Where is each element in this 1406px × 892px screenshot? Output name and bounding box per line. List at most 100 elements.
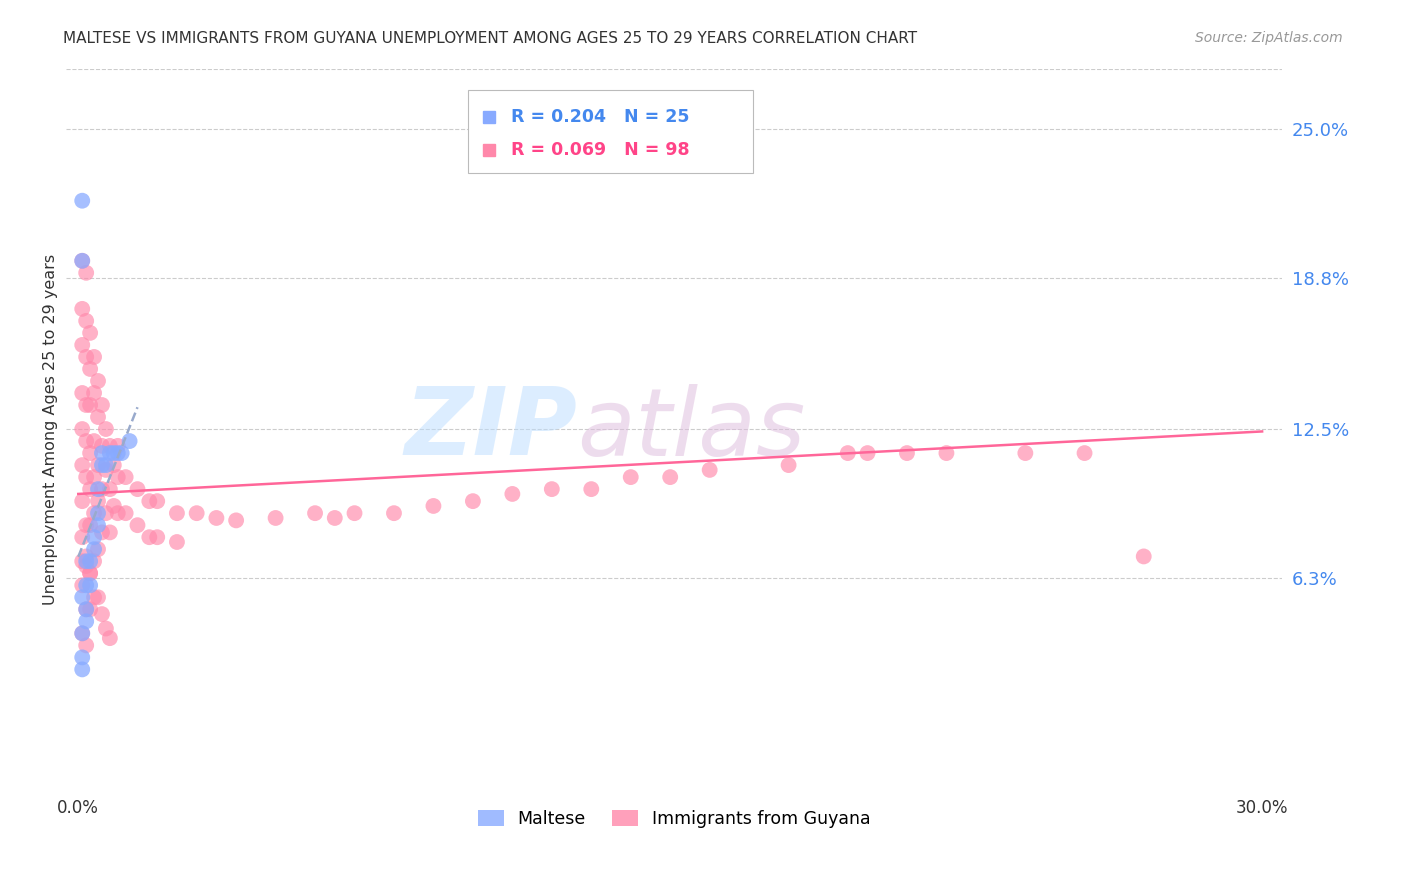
Point <box>91 607 114 621</box>
Point <box>856 446 879 460</box>
Point <box>75 602 97 616</box>
Point <box>114 470 136 484</box>
Point <box>540 482 562 496</box>
Point <box>1014 446 1036 460</box>
Point <box>79 518 101 533</box>
Point <box>87 542 110 557</box>
Point <box>70 626 93 640</box>
Point <box>75 314 97 328</box>
Point <box>79 602 101 616</box>
Point <box>79 566 101 581</box>
Point <box>166 535 188 549</box>
Point <box>75 470 97 484</box>
Point <box>87 494 110 508</box>
Point <box>75 398 97 412</box>
Point <box>70 578 93 592</box>
Point <box>79 554 101 568</box>
Point <box>87 374 110 388</box>
Point <box>659 470 682 484</box>
Point <box>87 410 110 425</box>
Point <box>70 194 93 208</box>
Point <box>87 506 110 520</box>
Point <box>79 362 101 376</box>
Point <box>79 398 101 412</box>
Point <box>75 266 97 280</box>
Point <box>225 513 247 527</box>
Text: ZIP: ZIP <box>404 383 576 475</box>
Point <box>70 650 93 665</box>
Point <box>343 506 366 520</box>
Point <box>83 434 105 448</box>
Point <box>778 458 800 472</box>
Text: MALTESE VS IMMIGRANTS FROM GUYANA UNEMPLOYMENT AMONG AGES 25 TO 29 YEARS CORRELA: MALTESE VS IMMIGRANTS FROM GUYANA UNEMPL… <box>63 31 917 46</box>
Point <box>461 494 484 508</box>
Point <box>103 499 125 513</box>
Point <box>111 446 134 460</box>
Point <box>94 422 117 436</box>
Point <box>146 494 169 508</box>
Point <box>127 482 149 496</box>
Point <box>75 578 97 592</box>
Point <box>87 591 110 605</box>
Point <box>114 506 136 520</box>
Point <box>138 494 160 508</box>
Point <box>87 482 110 496</box>
Point <box>75 559 97 574</box>
Point <box>382 506 405 520</box>
Point <box>91 525 114 540</box>
Point <box>70 338 93 352</box>
Point <box>83 350 105 364</box>
Text: atlas: atlas <box>576 384 806 475</box>
Point <box>91 439 114 453</box>
Point <box>75 554 97 568</box>
Point <box>83 554 105 568</box>
Point <box>107 446 129 460</box>
Point <box>79 566 101 581</box>
Point <box>118 434 141 448</box>
Point <box>166 506 188 520</box>
Point <box>70 458 93 472</box>
Point <box>83 591 105 605</box>
Point <box>70 662 93 676</box>
Point <box>70 554 93 568</box>
Point <box>323 511 346 525</box>
Point <box>83 470 105 484</box>
Legend: Maltese, Immigrants from Guyana: Maltese, Immigrants from Guyana <box>471 803 877 835</box>
Point <box>98 631 121 645</box>
Point <box>98 525 121 540</box>
Point <box>91 458 114 472</box>
Point <box>620 470 643 484</box>
Point <box>304 506 326 520</box>
Point <box>186 506 208 520</box>
Point <box>205 511 228 525</box>
Point <box>935 446 957 460</box>
Point <box>103 446 125 460</box>
Point <box>75 434 97 448</box>
Point <box>94 506 117 520</box>
Point <box>699 463 721 477</box>
Text: Source: ZipAtlas.com: Source: ZipAtlas.com <box>1195 31 1343 45</box>
Point <box>107 470 129 484</box>
Point <box>581 482 603 496</box>
Point <box>70 530 93 544</box>
Point <box>79 482 101 496</box>
Point <box>91 398 114 412</box>
Point <box>70 253 93 268</box>
Point <box>75 638 97 652</box>
Point <box>91 482 114 496</box>
Point <box>98 439 121 453</box>
Point <box>264 511 287 525</box>
Point <box>75 518 97 533</box>
Point <box>138 530 160 544</box>
Point <box>70 253 93 268</box>
Point <box>146 530 169 544</box>
Point <box>83 506 105 520</box>
Point <box>83 386 105 401</box>
Point <box>1073 446 1095 460</box>
Point <box>70 591 93 605</box>
FancyBboxPatch shape <box>468 90 754 173</box>
Point <box>98 446 121 460</box>
Point <box>79 326 101 340</box>
Point <box>91 446 114 460</box>
Point <box>87 518 110 533</box>
